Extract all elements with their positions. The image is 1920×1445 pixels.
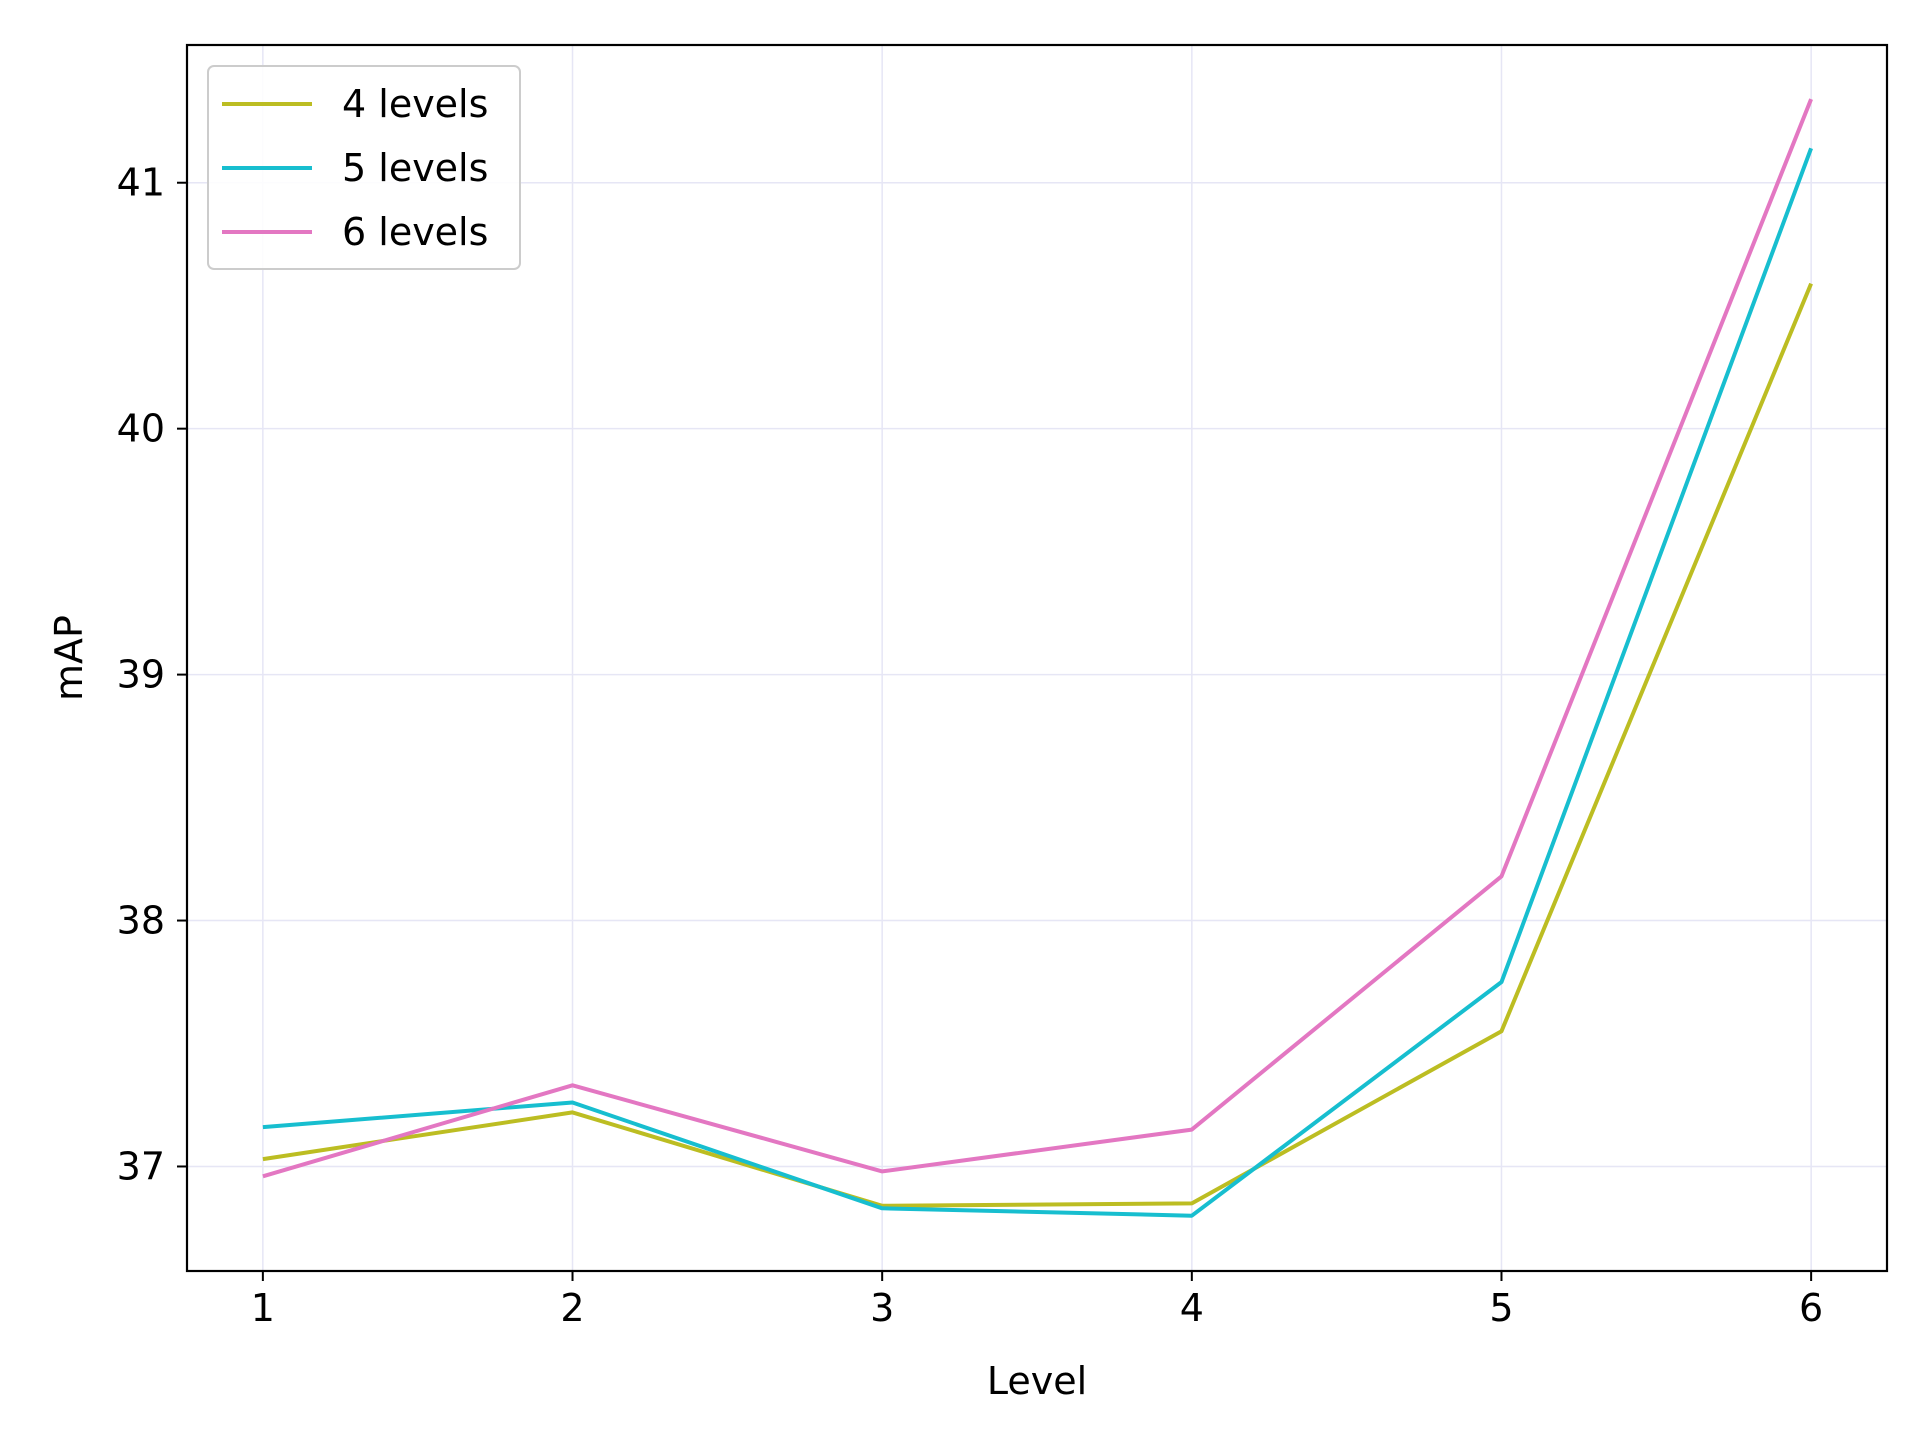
series-lines	[262, 98, 1813, 1218]
x-tick-label: 4	[1180, 1286, 1204, 1330]
legend-box	[207, 65, 521, 270]
y-tick-label: 40	[117, 407, 165, 451]
legend-label-6-levels: 6 levels	[342, 210, 488, 254]
x-axis-label: Level	[987, 1359, 1087, 1403]
x-tick-label: 5	[1489, 1286, 1513, 1330]
legend-label-4-levels: 4 levels	[342, 82, 488, 126]
legend-label-5-levels: 5 levels	[342, 146, 488, 190]
y-axis-label: mAP	[47, 615, 91, 701]
y-tick-label: 38	[117, 899, 165, 943]
x-tick-label: 2	[560, 1286, 584, 1330]
series-line-6-levels	[262, 98, 1813, 1179]
grid-lines	[187, 45, 1887, 1271]
legend: 4 levels 5 levels 6 levels	[207, 65, 521, 270]
y-tick-label: 39	[117, 653, 165, 697]
y-tick-label: 41	[117, 161, 165, 205]
plot-frame	[185, 43, 1889, 1273]
axis-ticks: 1 2 3 4 5 6 37 38 39 40 41	[117, 161, 1824, 1330]
x-tick-label: 1	[251, 1286, 275, 1330]
series-line-4-levels	[262, 282, 1813, 1208]
series-line-5-levels	[262, 147, 1813, 1218]
x-tick-label: 6	[1799, 1286, 1823, 1330]
x-tick-label: 3	[870, 1286, 894, 1330]
y-tick-label: 37	[117, 1144, 165, 1188]
